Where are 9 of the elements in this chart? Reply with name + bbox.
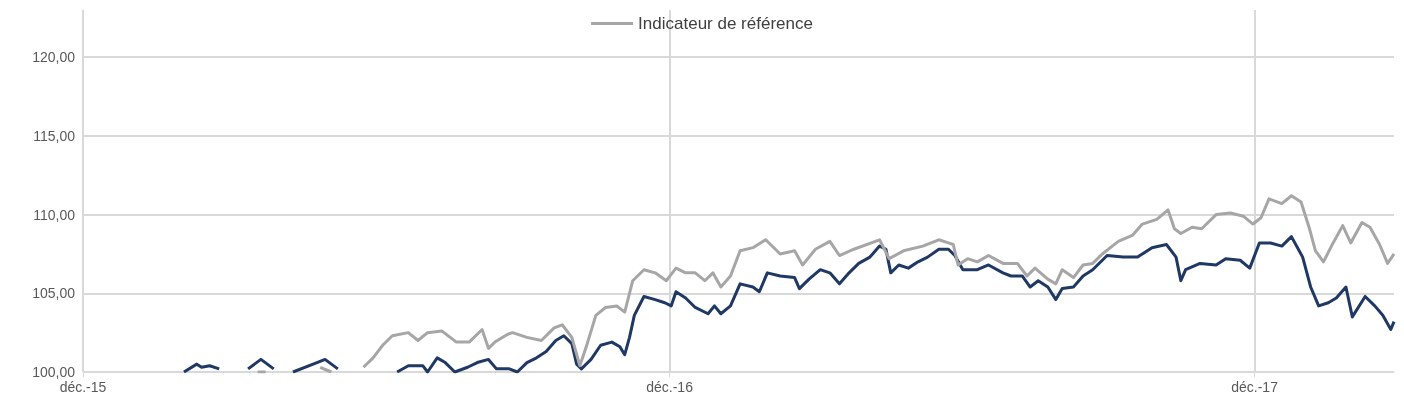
legend-label: Indicateur de référence [638,14,813,33]
y-tick-label: 120,00 [32,49,76,66]
y-tick-label: 105,00 [32,285,76,302]
y-tick-label: 115,00 [33,127,76,144]
x-tick-label: déc.-17 [1231,379,1279,395]
y-tick-label: 100,00 [32,364,76,380]
x-tick-label: déc.-15 [59,379,107,395]
x-tick-label: déc.-16 [646,379,694,395]
y-tick-label: 110,00 [33,206,76,223]
